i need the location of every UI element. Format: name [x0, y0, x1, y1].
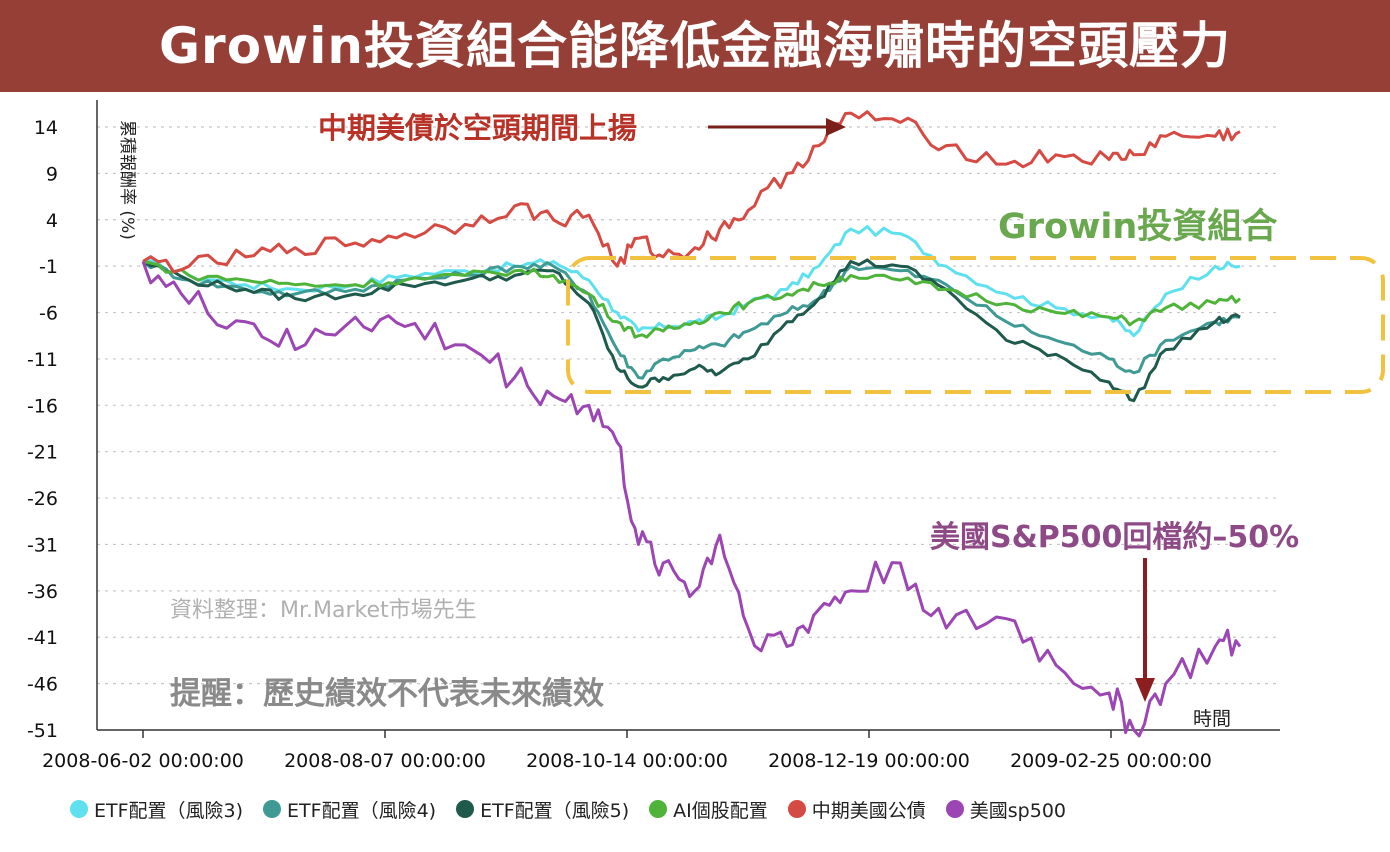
- series-line-0: [142, 225, 1241, 338]
- legend-label: 美國sp500: [969, 799, 1066, 822]
- x-tick-label: 2008-12-19 00:00:00: [768, 750, 970, 772]
- y-tick-label: -6: [39, 303, 58, 325]
- series-line-1: [142, 260, 1241, 380]
- legend-item[interactable]: ETF配置（風險5): [456, 796, 629, 823]
- legend-label: ETF配置（風險4): [287, 799, 437, 822]
- warning-note: 提醒：歷史績效不代表未來績效: [170, 676, 604, 712]
- growin-annotation: Growin投資組合: [998, 207, 1277, 247]
- title-banner: [0, 0, 1390, 92]
- x-tick-label: 2008-08-07 00:00:00: [284, 750, 486, 772]
- y-tick-label: -51: [27, 720, 58, 742]
- y-tick-label: 9: [46, 163, 58, 185]
- y-tick-label: -46: [27, 674, 58, 696]
- source-note: 資料整理：Mr.Market市場先生: [170, 598, 477, 623]
- legend-swatch: [263, 800, 282, 818]
- legend-label: 中期美國公債: [811, 799, 926, 822]
- y-tick-label: -26: [27, 488, 58, 510]
- legend-item[interactable]: 美國sp500: [945, 796, 1066, 823]
- legend-swatch: [945, 800, 964, 818]
- sp500-annotation: 美國S&P500回檔約–50%: [930, 520, 1299, 555]
- series-line-5: [141, 260, 1242, 738]
- legend-item[interactable]: AI個股配置: [649, 796, 768, 823]
- x-tick-label: 2009-02-25 00:00:00: [1010, 750, 1212, 772]
- legend-label: ETF配置（風險5): [480, 799, 630, 822]
- series-line-4: [142, 110, 1241, 274]
- legend-swatch: [70, 800, 88, 818]
- chart-legend: ETF配置（風險3) ETF配置（風險4) ETF配置（風險5) AI個股配置 中期美國…: [70, 792, 1066, 826]
- legend-swatch: [787, 800, 806, 818]
- x-tick-label: 2008-10-14 00:00:00: [526, 750, 728, 772]
- x-axis: 2008-06-02 00:00:00 2008-08-07 00:00:00 20…: [42, 729, 1280, 772]
- y-tick-label: 14: [34, 117, 58, 139]
- y-axis-label: 累積報酬率 (%): [117, 120, 137, 240]
- legend-item[interactable]: ETF配置（風險3): [70, 796, 243, 823]
- legend-label: AI個股配置: [673, 799, 768, 822]
- series-line-3: [142, 260, 1241, 339]
- y-tick-label: -41: [27, 627, 58, 649]
- legend-label: ETF配置（風險3): [94, 799, 244, 822]
- performance-chart: 14 9 4 -1 -6 -11 -16 -21 -26 -31 -36 -41 -46 -51 2008…: [27, 100, 1385, 772]
- y-tick-label: -11: [27, 349, 58, 371]
- page-title: Growin投資組合能降低金融海嘯時的空頭壓力: [159, 17, 1231, 75]
- series-lines: [141, 110, 1242, 738]
- sp500-arrow-head: [1135, 678, 1155, 702]
- legend-swatch: [649, 800, 668, 818]
- y-tick-label: -21: [27, 442, 58, 464]
- bond-annotation: 中期美債於空頭期間上揚: [318, 111, 637, 145]
- legend-item[interactable]: ETF配置（風險4): [263, 796, 436, 823]
- bond-arrow-head: [826, 118, 846, 136]
- y-axis: 14 9 4 -1 -6 -11 -16 -21 -26 -31 -36 -41 -46 -51: [27, 100, 98, 742]
- legend-item[interactable]: 中期美國公債: [787, 796, 926, 823]
- y-tick-label: -31: [27, 534, 58, 556]
- x-tick-label: 2008-06-02 00:00:00: [42, 750, 244, 772]
- series-line-2: [142, 258, 1241, 403]
- legend-swatch: [456, 800, 475, 818]
- gridlines: [97, 126, 1280, 685]
- y-tick-label: 4: [46, 210, 58, 232]
- y-tick-label: -36: [27, 581, 58, 603]
- y-tick-label: -1: [39, 256, 58, 278]
- growin-highlight-box: [566, 256, 1385, 394]
- y-tick-label: -16: [27, 395, 58, 417]
- x-axis-label: 時間: [1193, 708, 1231, 730]
